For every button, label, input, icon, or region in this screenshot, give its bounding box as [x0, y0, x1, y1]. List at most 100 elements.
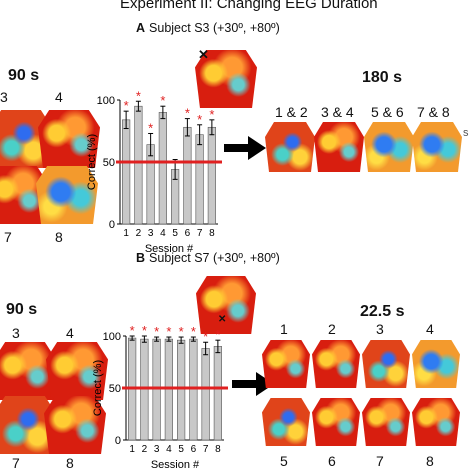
panel-b-right-map: [412, 398, 460, 446]
bar: [152, 338, 161, 441]
significance-star: *: [154, 326, 159, 339]
bar: [201, 348, 210, 441]
electrode-marker-icon: ✕: [218, 314, 227, 325]
panel-b-left-map: [0, 342, 56, 400]
bar: [134, 105, 143, 225]
significance-star: *: [203, 329, 208, 344]
bar: [164, 338, 173, 441]
significance-star: *: [130, 326, 135, 338]
significance-star: *: [166, 326, 171, 339]
panel-b-right-map: [362, 340, 410, 388]
x-tick-label: 4: [166, 444, 172, 455]
x-tick-label: 6: [191, 444, 197, 455]
panel-a-right-map-label: 5 & 6: [371, 104, 404, 120]
bar: [189, 338, 198, 441]
panel-a-right-duration: 180 s: [362, 69, 403, 86]
panel-b-reference-map: [196, 276, 256, 334]
panel-a-right-map: [364, 122, 414, 172]
bar: [158, 112, 167, 225]
x-tick-label: 7: [203, 444, 209, 455]
y-tick-label: 50: [109, 383, 121, 395]
panel-a-accuracy-chart: 0 50 100 * 1 * 2 * 3 * 4 5 * 6 * 7 * 8 Session # Correct (%…: [86, 90, 222, 255]
significance-star: *: [124, 98, 129, 113]
y-tick-label: 100: [97, 95, 115, 107]
panel-b-right-duration: 22.5 s: [360, 303, 405, 320]
panel-b-left-map-label: 3: [12, 325, 20, 341]
panel-b-right-map-label: 4: [426, 321, 434, 337]
panel-b-right-map-label: 1: [280, 321, 288, 337]
panel-b-subject: Subject S7 (+30º, +80º): [149, 251, 280, 265]
significance-star: *: [185, 106, 190, 121]
panel-b-right-map: [362, 398, 410, 446]
bar: [146, 144, 155, 225]
figure-title: Experiment II: Changing EEG Duration: [120, 0, 378, 12]
bar: [213, 346, 222, 441]
y-tick-label: 0: [115, 435, 121, 447]
panel-b-right-map: [412, 340, 460, 388]
panel-b-left-map: [46, 342, 108, 400]
significance-star: *: [209, 107, 214, 122]
panel-a-left-map-label: 4: [55, 89, 63, 105]
panel-a-left-map-label: 3: [0, 89, 8, 105]
bar: [183, 126, 192, 225]
significance-star: *: [197, 112, 202, 127]
panel-a-right-map: [265, 122, 315, 172]
x-tick-label: 6: [185, 228, 191, 239]
cropped-label: s: [463, 127, 469, 139]
panel-b-right-map: [262, 398, 310, 446]
x-tick-label: 8: [215, 444, 221, 455]
x-tick-label: 3: [148, 228, 154, 239]
significance-star: *: [179, 326, 184, 339]
y-tick-label: 50: [103, 157, 115, 169]
x-tick-label: 3: [154, 444, 160, 455]
significance-star: *: [148, 120, 153, 135]
panel-b-letter: B: [136, 251, 146, 265]
x-tick-label: 1: [129, 444, 135, 455]
panel-a-right-map-label: 7 & 8: [417, 104, 450, 120]
panel-a-left-map-label: 8: [55, 229, 63, 245]
bar: [207, 126, 216, 225]
electrode-marker-icon: ✕: [198, 47, 209, 62]
significance-star: *: [160, 93, 165, 108]
x-tick-label: 2: [142, 444, 148, 455]
bar: [122, 119, 131, 225]
x-tick-label: 5: [172, 228, 178, 239]
panel-a-right-map: [314, 122, 364, 172]
panel-b-accuracy-chart: 0 50 100 * 1 * 2 * 3 * 4 * 5 * 6 * 7 * 8 Session # Correct (…: [92, 326, 228, 471]
significance-star: *: [191, 326, 196, 339]
panel-b-left-duration: 90 s: [6, 301, 38, 318]
y-axis-label: Correct (%): [86, 134, 98, 190]
significance-star: *: [136, 90, 141, 103]
bar: [195, 134, 204, 225]
panel-b-right-map-label: 2: [328, 321, 336, 337]
bar: [140, 338, 149, 441]
x-axis-label: Session #: [145, 243, 194, 255]
x-tick-label: 8: [209, 228, 215, 239]
x-tick-label: 4: [160, 228, 166, 239]
x-tick-label: 2: [136, 228, 142, 239]
panel-b-right-map-label: 5: [280, 453, 288, 469]
panel-a-left-duration: 90 s: [8, 67, 40, 84]
panel-b-right-map: [312, 340, 360, 388]
panel-b-right-map-label: 3: [376, 321, 384, 337]
x-tick-label: 1: [123, 228, 129, 239]
panel-a-right-map-label: 1 & 2: [275, 104, 308, 120]
panel-b-left-map-label: 7: [12, 455, 20, 471]
panel-a-left-map: [36, 166, 98, 224]
x-axis-label: Session #: [151, 459, 200, 471]
panel-b-right-map-label: 6: [328, 453, 336, 469]
panel-a-subject: Subject S3 (+30º, +80º): [149, 21, 280, 35]
panel-b-right-map-label: 8: [426, 453, 434, 469]
panel-b-left-map-label: 8: [66, 455, 74, 471]
panel-b-header: B Subject S7 (+30º, +80º): [136, 252, 280, 265]
panel-a-left-map: [38, 110, 100, 168]
panel-b-right-map: [312, 398, 360, 446]
bar: [177, 339, 186, 441]
x-tick-label: 7: [197, 228, 203, 239]
panel-a-right-map: [412, 122, 462, 172]
y-axis-label: Correct (%): [92, 360, 104, 416]
significance-star: *: [215, 327, 220, 342]
panel-b-arrow-icon: [232, 372, 274, 396]
panel-a-letter: A: [136, 21, 146, 35]
panel-a-arrow-icon: [224, 136, 266, 160]
